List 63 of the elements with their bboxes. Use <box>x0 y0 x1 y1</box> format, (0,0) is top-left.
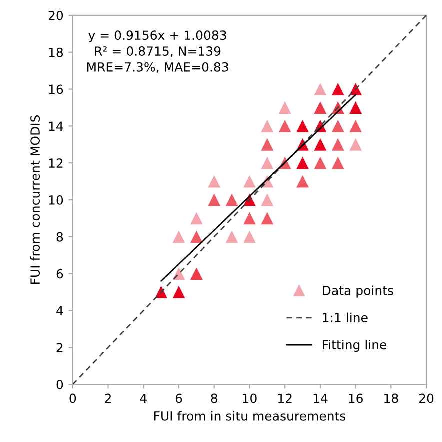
point <box>190 230 203 244</box>
point <box>172 286 186 298</box>
point <box>261 212 274 225</box>
point <box>208 175 221 188</box>
y-tick-label: 6 <box>56 269 64 279</box>
x-tick-label: 8 <box>211 394 218 404</box>
x-tick-label: 12 <box>278 394 292 404</box>
x-tick-label: 20 <box>419 394 434 404</box>
point <box>190 268 203 280</box>
y-tick-label: 8 <box>56 232 64 242</box>
point <box>314 156 327 170</box>
point <box>244 230 256 244</box>
x-tick-label: 0 <box>70 394 76 404</box>
x-axis-title: FUI from in situ measurements <box>154 411 346 421</box>
point <box>350 120 362 132</box>
x-tick-label: 16 <box>349 394 363 404</box>
point <box>278 102 292 114</box>
point <box>314 83 327 96</box>
y-axis-title: FUI from concurrent MODIS <box>30 115 40 284</box>
point <box>314 102 327 114</box>
x-tick-label: 10 <box>243 394 257 404</box>
point <box>244 175 256 188</box>
annotation: MRE=7.3%, MAE=0.83 <box>87 62 228 74</box>
point <box>314 138 327 151</box>
x-tick-label: 6 <box>176 394 182 404</box>
y-tick-label: 20 <box>48 10 64 20</box>
point <box>244 212 256 225</box>
annotation: R² = 0.8715, N=139 <box>95 46 221 58</box>
y-tick-label: 0 <box>56 380 64 390</box>
point <box>172 230 186 244</box>
point <box>190 212 203 225</box>
x-tick-label: 4 <box>140 394 147 404</box>
point <box>350 102 362 114</box>
x-tick-label: 14 <box>314 394 328 404</box>
y-tick-label: 10 <box>49 195 64 205</box>
point <box>261 194 274 206</box>
annotation: y = 0.9156x + 1.0083 <box>88 30 226 43</box>
point <box>226 230 238 244</box>
point <box>332 120 344 132</box>
point <box>261 120 274 132</box>
y-tick-label: 4 <box>56 306 64 316</box>
point <box>296 156 309 170</box>
point <box>350 138 362 151</box>
point <box>296 120 309 132</box>
y-tick-label: 2 <box>56 343 63 352</box>
legend-label: Data points <box>323 286 394 298</box>
y-tick-label: 16 <box>49 84 64 94</box>
legend-label: 1:1 line <box>323 312 368 323</box>
x-tick-label: 2 <box>105 394 112 404</box>
point <box>261 156 274 170</box>
y-tick-label: 12 <box>49 158 63 168</box>
legend-label: Fitting line <box>323 340 387 352</box>
y-tick-label: 14 <box>49 122 64 131</box>
point <box>332 156 344 170</box>
point <box>226 194 238 206</box>
point <box>208 194 221 206</box>
point <box>296 175 309 188</box>
point <box>261 138 274 151</box>
point <box>278 120 292 132</box>
y-tick-label: 18 <box>49 48 64 58</box>
point <box>332 138 344 151</box>
x-tick-label: 18 <box>384 394 398 404</box>
point <box>332 83 344 96</box>
